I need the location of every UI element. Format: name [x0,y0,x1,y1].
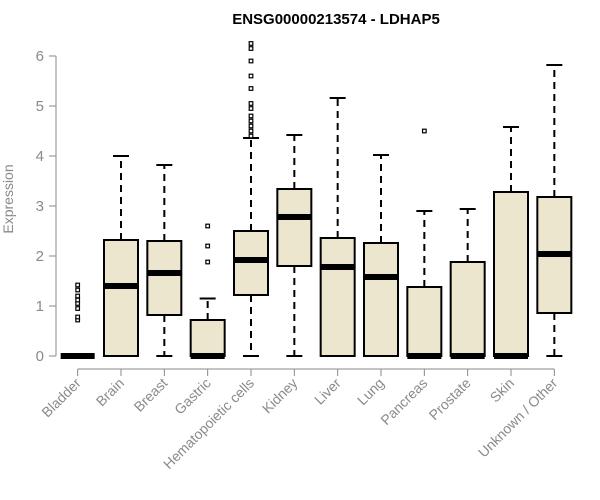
box-iqr [406,286,443,357]
outlier-point [248,118,254,124]
y-tick-label: 6 [36,48,44,65]
outlier-point [248,106,254,111]
box-group [189,223,226,359]
box-group [103,155,139,357]
y-axis: 0 1 2 3 4 5 6 [36,48,57,365]
x-tick-label: Pancreas [377,375,430,428]
outlier-point [205,259,211,265]
x-tick-label: Prostate [426,375,474,423]
x-tick-label: Liver [311,375,344,408]
outlier-point [248,113,254,119]
x-tick-label: Unknown / Other [475,375,561,461]
box-group [276,134,313,357]
outlier-point [248,46,254,51]
box-group [493,126,529,359]
box-iqr [276,188,313,267]
box-iqr [189,319,226,357]
outlier-point [75,287,81,293]
box-iqr [493,191,529,357]
x-tick-label: Breast [131,375,171,415]
box-group [146,164,183,357]
box-iqr [449,261,486,357]
outlier-point [75,297,81,303]
outlier-point [248,73,254,79]
x-tick-label: Gastric [171,375,214,418]
outlier-point [75,282,81,288]
outlier-point [75,306,81,311]
outlier-point [248,101,254,106]
plot-area [60,41,573,359]
x-tick-label: Lung [354,375,387,408]
chart-title: ENSG00000213574 - LDHAP5 [232,11,440,28]
outlier-point [75,293,81,299]
box-group [536,64,573,357]
y-tick-label: 1 [36,298,44,315]
x-tick-label: Brain [93,375,127,409]
y-tick-label: 2 [36,248,44,265]
outlier-point [421,128,427,134]
y-tick-label: 5 [36,98,44,115]
outlier-point [205,223,211,229]
outlier-point [248,128,254,134]
outlier-point [248,41,254,46]
outlier-point [205,243,211,249]
outlier-point [248,58,254,64]
box-iqr [319,237,356,357]
x-tick-label: Bladder [38,375,84,421]
outlier-point [75,314,81,320]
outlier-point [248,123,254,129]
x-tick-label: Kidney [259,375,301,417]
y-tick-label: 4 [36,148,44,165]
y-tick-label: 3 [36,198,44,215]
box-iqr [103,239,139,357]
y-tick-label: 0 [36,348,44,365]
x-tick-label: Skin [487,375,518,406]
outlier-point [248,86,254,91]
box-iqr [363,242,399,357]
box-group [449,208,486,359]
box-group [406,128,443,359]
outlier-point [248,133,254,139]
y-axis-label: Expression [0,164,16,233]
box-group [60,282,95,359]
box-iqr [146,240,183,316]
box-group [319,97,356,357]
box-group [363,154,399,357]
box-group [233,41,269,357]
